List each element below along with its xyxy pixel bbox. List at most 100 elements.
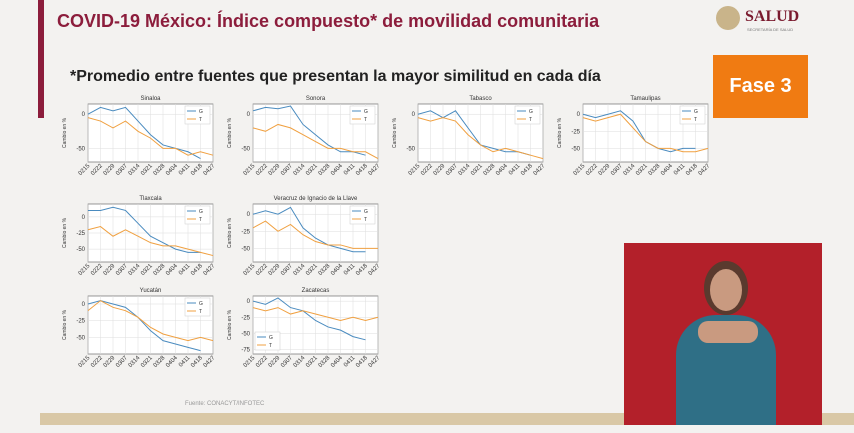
x-tick-label: 0411: [343, 355, 357, 369]
x-tick-label: 0411: [178, 355, 192, 369]
x-tick-label: 0229: [268, 163, 282, 177]
x-tick-label: 0427: [368, 355, 382, 369]
x-tick-label: 0411: [343, 163, 357, 177]
y-tick-label: -50: [241, 331, 250, 337]
y-axis-label: Cambio en %: [392, 117, 398, 148]
line-series: [582, 113, 709, 153]
x-tick-label: 0321: [305, 263, 319, 277]
x-tick-label: 0314: [458, 163, 472, 177]
legend-box: [254, 331, 281, 351]
legend-label: G: [694, 109, 698, 115]
x-tick-label: 0222: [90, 163, 104, 177]
accent-bar: [38, 0, 44, 118]
x-tick-label: 0314: [128, 355, 142, 369]
y-tick-label: -25: [76, 231, 85, 237]
x-tick-label: 0307: [280, 355, 294, 369]
x-tick-label: 0404: [330, 163, 344, 177]
x-tick-label: 0427: [533, 163, 547, 177]
legend-label: G: [199, 301, 203, 307]
y-tick-label: 0: [247, 112, 251, 118]
y-tick-label: -75: [241, 347, 250, 353]
y-tick-label: 0: [82, 215, 86, 221]
x-tick-label: 0328: [153, 355, 167, 369]
x-tick-label: 0321: [140, 163, 154, 177]
y-tick-label: -25: [76, 319, 85, 325]
x-tick-label: 0328: [153, 263, 167, 277]
x-tick-label: 0321: [470, 163, 484, 177]
x-tick-label: 0418: [520, 163, 534, 177]
y-axis-label: Cambio en %: [62, 217, 68, 248]
x-tick-label: 0404: [660, 163, 674, 177]
legend-label: T: [364, 117, 367, 123]
subtitle: *Promedio entre fuentes que presentan la…: [70, 68, 601, 85]
y-tick-label: -50: [406, 146, 415, 152]
title: COVID-19 México: Índice compuesto* de mo…: [57, 11, 600, 31]
x-tick-label: 0314: [293, 355, 307, 369]
legend-label: T: [364, 217, 367, 223]
y-tick-label: 0: [82, 112, 86, 118]
line-series: [252, 307, 379, 322]
y-tick-label: -50: [241, 146, 250, 152]
x-tick-label: 0307: [280, 263, 294, 277]
y-tick-label: -25: [241, 315, 250, 321]
x-tick-label: 0404: [330, 355, 344, 369]
x-tick-label: 0404: [495, 163, 509, 177]
x-tick-label: 0215: [78, 263, 92, 277]
x-tick-label: 0404: [165, 163, 179, 177]
y-tick-label: -50: [76, 247, 85, 253]
x-tick-label: 0321: [305, 163, 319, 177]
y-axis-label: Cambio en %: [227, 309, 233, 340]
legend-label: T: [199, 309, 202, 315]
x-tick-label: 0229: [103, 263, 117, 277]
x-tick-label: 0307: [280, 163, 294, 177]
x-tick-label: 0314: [293, 163, 307, 177]
x-tick-label: 0404: [165, 355, 179, 369]
y-axis-label: Cambio en %: [62, 309, 68, 340]
x-tick-label: 0229: [103, 355, 117, 369]
y-tick-label: -50: [241, 246, 250, 252]
chart-title: Tlaxcala: [139, 196, 162, 202]
chart-title: Zacatecas: [302, 288, 330, 294]
legend-label: G: [529, 109, 533, 115]
x-tick-label: 0222: [255, 163, 269, 177]
x-tick-label: 0411: [178, 163, 192, 177]
y-axis-label: Cambio en %: [62, 117, 68, 148]
chart-title: Tabasco: [469, 96, 492, 102]
x-tick-label: 0215: [78, 163, 92, 177]
x-tick-label: 0418: [190, 163, 204, 177]
x-tick-label: 0222: [255, 355, 269, 369]
x-tick-label: 0427: [368, 163, 382, 177]
x-tick-label: 0314: [128, 163, 142, 177]
y-tick-label: 0: [577, 112, 581, 118]
line-series: [252, 123, 379, 160]
y-tick-label: 0: [412, 112, 416, 118]
legend-label: T: [199, 117, 202, 123]
x-tick-label: 0314: [293, 263, 307, 277]
line-series: [87, 300, 201, 352]
x-tick-label: 0411: [178, 263, 192, 277]
x-tick-label: 0411: [343, 263, 357, 277]
logo-emblem: [716, 6, 740, 30]
y-axis-label: Cambio en %: [227, 217, 233, 248]
y-axis-label: Cambio en %: [557, 117, 563, 148]
chart-title: Tamaulipas: [630, 96, 660, 102]
legend-label: G: [199, 209, 203, 215]
y-tick-label: 0: [247, 212, 251, 218]
line-series: [252, 220, 378, 249]
legend-box: [184, 297, 211, 317]
legend-box: [514, 105, 541, 125]
chart-title: Veracruz de Ignacio de la Llave: [274, 196, 358, 202]
x-tick-label: 0328: [318, 263, 332, 277]
x-tick-label: 0215: [243, 163, 257, 177]
legend-box: [349, 105, 376, 125]
x-tick-label: 0215: [243, 355, 257, 369]
x-tick-label: 0321: [140, 355, 154, 369]
x-tick-label: 0229: [268, 355, 282, 369]
x-tick-label: 0427: [368, 263, 382, 277]
x-tick-label: 0229: [433, 163, 447, 177]
interpreter-video: [624, 243, 822, 425]
x-tick-label: 0222: [90, 355, 104, 369]
line-series: [87, 226, 214, 257]
x-tick-label: 0411: [673, 163, 687, 177]
